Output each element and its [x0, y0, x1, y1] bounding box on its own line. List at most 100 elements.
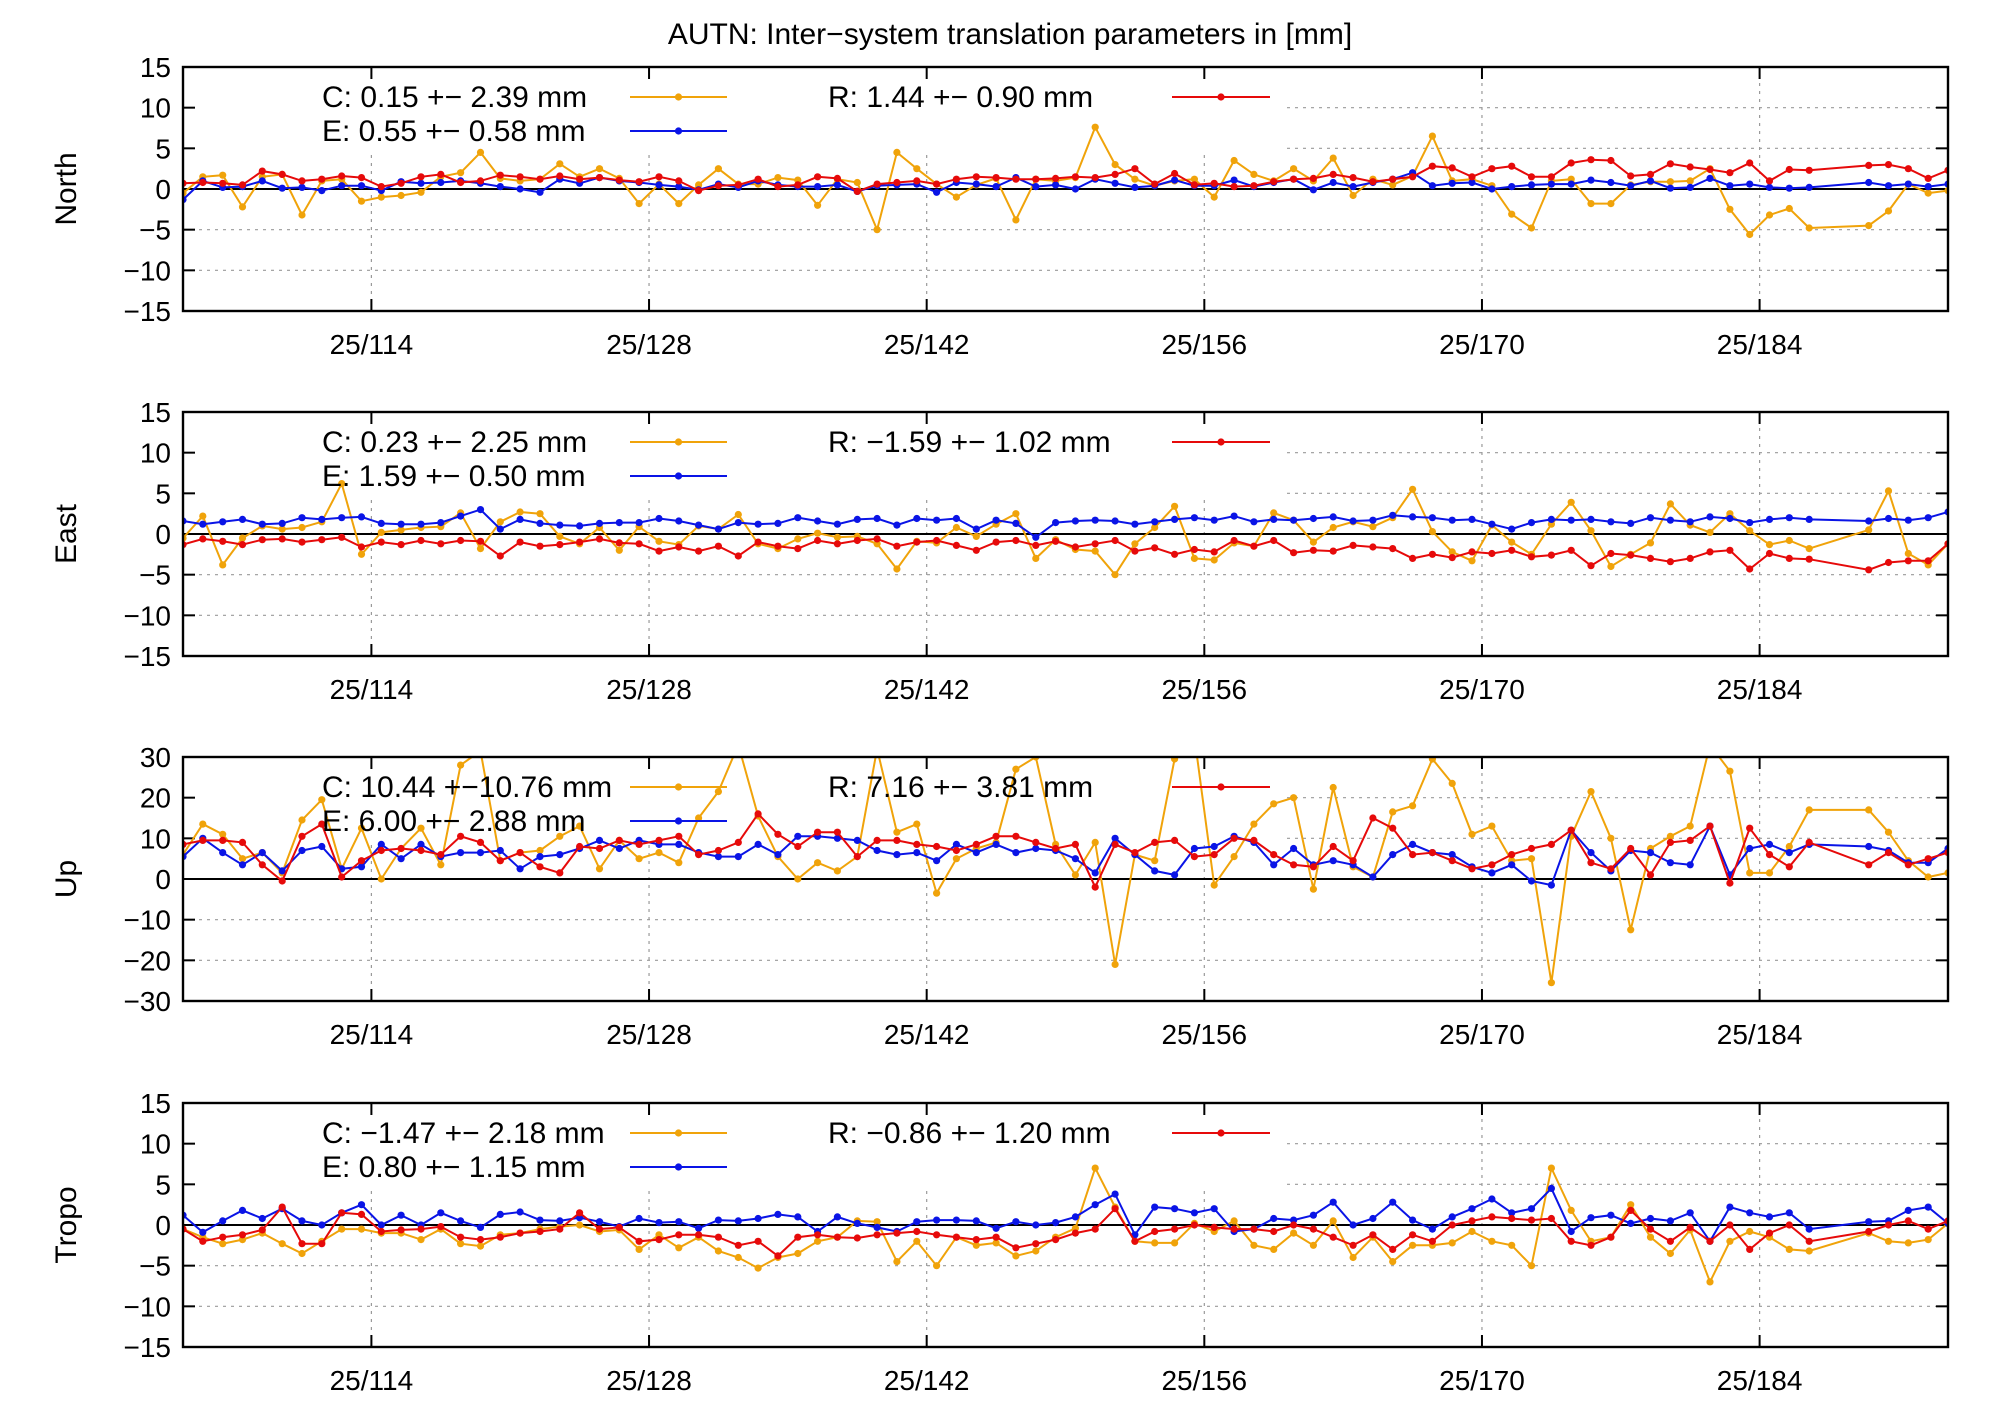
data-point — [476, 506, 485, 514]
data-point — [476, 838, 485, 847]
data-point — [1091, 1164, 1099, 1172]
data-point — [1468, 1205, 1476, 1213]
data-point — [933, 1216, 941, 1224]
series-E — [183, 506, 1948, 541]
data-point — [1210, 1223, 1218, 1231]
data-point — [496, 552, 504, 560]
data-point — [1309, 1225, 1317, 1233]
data-point — [1091, 1201, 1099, 1209]
data-point — [734, 1241, 742, 1249]
data-point — [1924, 189, 1932, 197]
data-point — [417, 840, 425, 849]
data-point — [1666, 184, 1674, 192]
data-point — [1765, 851, 1774, 859]
data-point — [536, 188, 544, 196]
data-point — [417, 1236, 425, 1244]
data-point — [1666, 178, 1674, 186]
legend-background — [187, 416, 1287, 496]
data-point — [516, 185, 524, 193]
data-point — [754, 1237, 762, 1245]
data-point — [1547, 881, 1555, 889]
data-point — [1389, 1198, 1397, 1206]
legend-marker-E — [674, 817, 683, 825]
data-point — [952, 1233, 961, 1241]
data-point — [1052, 537, 1060, 545]
data-point — [655, 836, 663, 845]
x-tick-label: 25/184 — [1717, 1365, 1803, 1396]
data-point — [278, 170, 286, 178]
legend-label-E: E: 1.59 +− 0.50 mm — [322, 460, 585, 493]
data-point — [1468, 1227, 1476, 1236]
data-point — [615, 539, 623, 547]
data-point — [238, 515, 247, 524]
data-point — [437, 170, 445, 178]
data-point — [933, 857, 941, 865]
data-point — [913, 177, 921, 185]
data-point — [278, 867, 286, 875]
data-point — [357, 197, 366, 205]
data-point — [972, 1217, 980, 1225]
data-point — [1032, 844, 1040, 853]
data-point — [1686, 163, 1694, 171]
data-point — [1071, 185, 1079, 193]
data-point — [853, 1234, 861, 1242]
data-point — [714, 525, 723, 533]
data-point — [1587, 176, 1595, 184]
legend-marker-C — [674, 783, 683, 791]
data-point — [1111, 517, 1119, 525]
x-tick-label: 25/156 — [1161, 1365, 1247, 1396]
data-point — [1131, 540, 1139, 548]
data-point — [1646, 1225, 1655, 1233]
data-point — [357, 182, 366, 190]
data-point — [1171, 1239, 1179, 1247]
data-point — [734, 519, 742, 527]
x-tick-label: 25/114 — [330, 1019, 414, 1050]
data-point — [933, 889, 941, 897]
data-point — [1547, 173, 1555, 181]
data-point — [536, 1216, 544, 1224]
data-point — [893, 1229, 901, 1237]
legend-marker-C — [674, 438, 683, 446]
y-tick-label: −30 — [124, 986, 172, 1017]
y-tick-label: −10 — [124, 1291, 172, 1322]
data-point — [1409, 1231, 1417, 1239]
data-point — [1726, 1221, 1734, 1229]
data-point — [774, 183, 782, 191]
data-point — [814, 828, 822, 836]
data-point — [1349, 541, 1357, 550]
data-point — [397, 520, 405, 528]
data-point — [199, 1237, 207, 1245]
data-point — [1052, 519, 1060, 527]
data-point — [1369, 516, 1377, 524]
data-point — [417, 188, 425, 196]
data-point — [814, 529, 822, 537]
data-point — [318, 796, 326, 804]
data-point — [1052, 844, 1060, 853]
y-tick-label: −10 — [124, 600, 172, 631]
data-point — [913, 1227, 921, 1236]
y-tick-label: 20 — [140, 783, 171, 814]
data-point — [714, 542, 723, 550]
data-point — [397, 844, 405, 853]
data-point — [1111, 571, 1119, 579]
data-point — [595, 1218, 604, 1226]
x-tick-label: 25/170 — [1439, 1365, 1525, 1396]
data-point — [1488, 822, 1496, 830]
legend-label-E: E: 0.55 +− 0.58 mm — [322, 115, 585, 148]
data-point — [1250, 1241, 1258, 1249]
data-point — [1884, 558, 1893, 567]
data-point — [1686, 861, 1694, 869]
data-point — [695, 851, 703, 859]
data-point — [1865, 842, 1873, 851]
legend-label-C: C: −1.47 +− 2.18 mm — [322, 1117, 605, 1150]
data-point — [1726, 1237, 1734, 1245]
panel-up: −30 −20 −10 0 10 20 30 25/114 25/128 25/142 25/156… — [50, 742, 1950, 1050]
data-point — [1746, 159, 1754, 167]
data-point — [1527, 877, 1536, 885]
data-point — [556, 851, 564, 859]
data-point — [754, 520, 762, 528]
data-point — [1865, 566, 1873, 574]
y-tick-label: −15 — [124, 1332, 172, 1363]
data-point — [972, 532, 980, 541]
data-point — [338, 1225, 346, 1233]
